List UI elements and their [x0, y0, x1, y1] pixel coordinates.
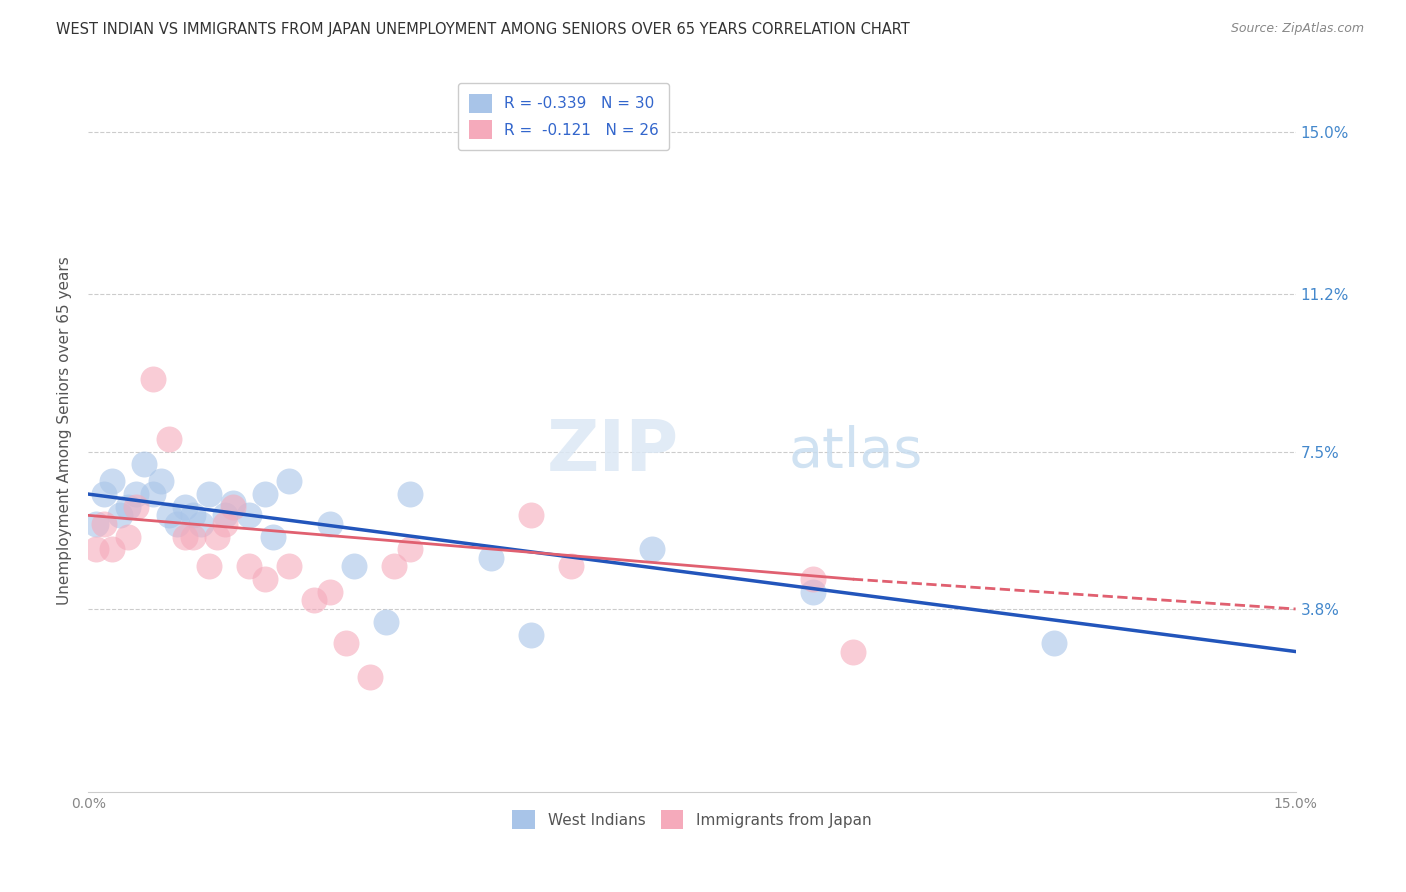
Point — [359, 670, 381, 684]
Point — [93, 516, 115, 531]
Point — [125, 500, 148, 514]
Point — [173, 530, 195, 544]
Point — [101, 542, 124, 557]
Point — [238, 559, 260, 574]
Point — [318, 516, 340, 531]
Text: Source: ZipAtlas.com: Source: ZipAtlas.com — [1230, 22, 1364, 36]
Point — [640, 542, 662, 557]
Point — [198, 559, 221, 574]
Point — [149, 475, 172, 489]
Point — [110, 508, 132, 523]
Point — [125, 487, 148, 501]
Point — [84, 516, 107, 531]
Point — [222, 495, 245, 509]
Legend: West Indians, Immigrants from Japan: West Indians, Immigrants from Japan — [506, 804, 877, 835]
Point — [166, 516, 188, 531]
Point — [173, 500, 195, 514]
Text: atlas: atlas — [789, 425, 922, 479]
Point — [238, 508, 260, 523]
Point — [190, 516, 212, 531]
Point — [375, 615, 398, 629]
Point — [141, 487, 163, 501]
Point — [214, 508, 236, 523]
Point — [278, 559, 301, 574]
Point — [205, 530, 228, 544]
Point — [254, 572, 277, 586]
Point — [141, 372, 163, 386]
Text: ZIP: ZIP — [547, 417, 679, 486]
Point — [181, 530, 204, 544]
Point — [278, 475, 301, 489]
Point — [262, 530, 284, 544]
Point — [343, 559, 366, 574]
Point — [84, 542, 107, 557]
Y-axis label: Unemployment Among Seniors over 65 years: Unemployment Among Seniors over 65 years — [58, 256, 72, 605]
Point — [801, 572, 824, 586]
Point — [117, 530, 139, 544]
Point — [198, 487, 221, 501]
Point — [222, 500, 245, 514]
Point — [399, 542, 422, 557]
Point — [801, 585, 824, 599]
Point — [520, 627, 543, 641]
Point — [214, 516, 236, 531]
Point — [117, 500, 139, 514]
Point — [157, 432, 180, 446]
Point — [560, 559, 582, 574]
Point — [399, 487, 422, 501]
Point — [134, 457, 156, 471]
Point — [479, 550, 502, 565]
Point — [335, 636, 357, 650]
Point — [302, 593, 325, 607]
Point — [382, 559, 405, 574]
Point — [254, 487, 277, 501]
Point — [93, 487, 115, 501]
Point — [181, 508, 204, 523]
Point — [157, 508, 180, 523]
Point — [520, 508, 543, 523]
Text: WEST INDIAN VS IMMIGRANTS FROM JAPAN UNEMPLOYMENT AMONG SENIORS OVER 65 YEARS CO: WEST INDIAN VS IMMIGRANTS FROM JAPAN UNE… — [56, 22, 910, 37]
Point — [318, 585, 340, 599]
Point — [1043, 636, 1066, 650]
Point — [101, 475, 124, 489]
Point — [842, 644, 865, 658]
